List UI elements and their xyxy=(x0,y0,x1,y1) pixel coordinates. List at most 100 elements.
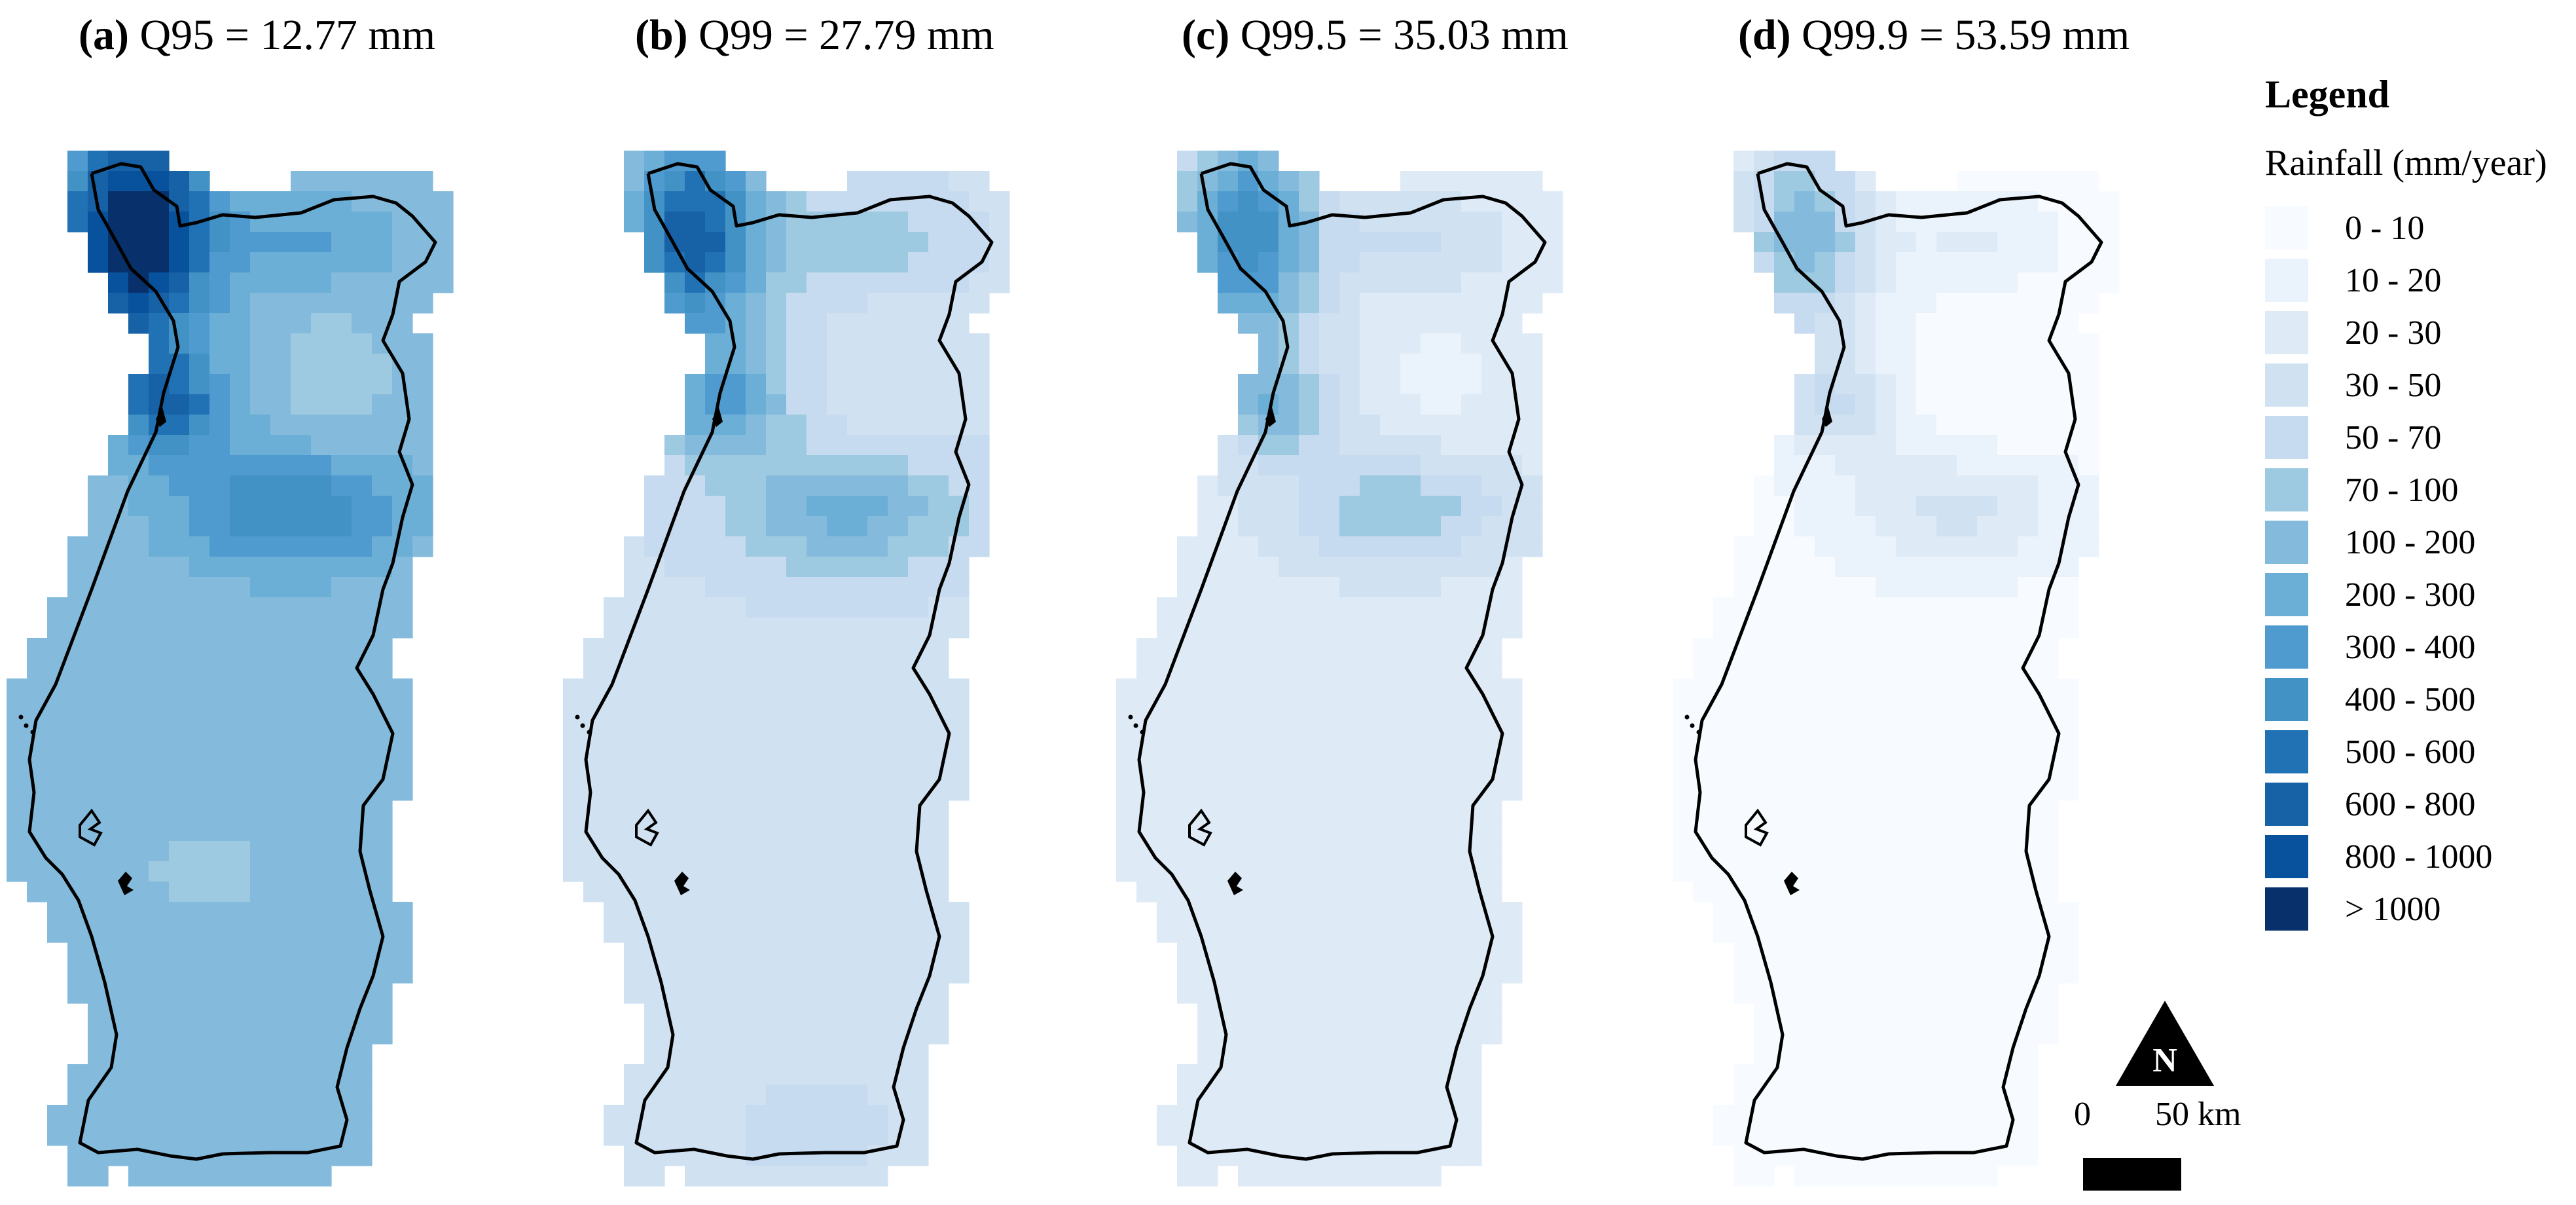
raster-cell xyxy=(1238,293,1259,314)
raster-cell xyxy=(88,1003,109,1024)
raster-cell xyxy=(1977,881,1998,902)
raster-cell xyxy=(1997,475,2018,496)
raster-cell xyxy=(746,861,767,882)
raster-cell xyxy=(1957,577,1978,598)
raster-cell xyxy=(189,536,210,557)
raster-cell xyxy=(67,719,88,740)
raster-cell xyxy=(1279,942,1299,963)
raster-cell xyxy=(1238,1024,1259,1045)
raster-cell xyxy=(1461,719,1482,740)
raster-cell xyxy=(108,902,129,923)
legend-item: 50 - 70 xyxy=(2265,411,2547,464)
raster-cell xyxy=(372,415,393,436)
raster-cell xyxy=(2058,577,2079,598)
raster-cell xyxy=(1116,699,1137,720)
raster-cell xyxy=(1815,313,1836,334)
raster-cell xyxy=(1177,1064,1198,1085)
raster-cell xyxy=(664,272,685,293)
raster-cell xyxy=(766,699,787,720)
raster-cell xyxy=(1481,374,1502,395)
raster-cell xyxy=(746,780,767,801)
raster-cell xyxy=(108,739,129,760)
raster-cell xyxy=(372,861,393,882)
raster-cell xyxy=(1876,415,1896,436)
raster-cell xyxy=(1319,1064,1340,1085)
raster-cell xyxy=(1896,1044,1917,1065)
raster-cell xyxy=(250,922,271,943)
raster-cell xyxy=(169,455,190,476)
raster-cell xyxy=(908,1064,929,1085)
raster-cell xyxy=(1733,171,1754,192)
raster-cell xyxy=(908,374,929,395)
raster-cell xyxy=(1258,881,1279,902)
raster-cell xyxy=(908,394,929,415)
raster-cell xyxy=(807,354,827,375)
raster-cell xyxy=(1339,354,1360,375)
raster-cell xyxy=(1815,1125,1836,1146)
raster-cell xyxy=(1258,902,1279,923)
raster-cell xyxy=(847,739,868,760)
estuary-outline xyxy=(1784,872,1800,895)
raster-cell xyxy=(331,800,352,821)
raster-cell xyxy=(786,618,807,639)
raster-cell xyxy=(1916,475,1937,496)
raster-cell xyxy=(209,861,230,882)
raster-cell xyxy=(291,678,312,699)
raster-cell xyxy=(1815,841,1836,862)
raster-cell xyxy=(827,638,848,659)
raster-cell xyxy=(1421,760,1442,781)
raster-cell xyxy=(169,841,190,862)
raster-cell xyxy=(2038,272,2059,293)
raster-cell xyxy=(1876,638,1896,659)
raster-cell xyxy=(604,618,625,639)
raster-cell xyxy=(291,1084,312,1105)
raster-cell xyxy=(128,841,149,862)
raster-cell xyxy=(412,354,433,375)
raster-cell xyxy=(291,272,312,293)
raster-cell xyxy=(1380,719,1401,740)
raster-cell xyxy=(1936,354,1957,375)
raster-cell xyxy=(1957,394,1978,415)
raster-cell xyxy=(1279,1044,1299,1065)
raster-cell xyxy=(1279,1084,1299,1105)
raster-cell xyxy=(1421,1044,1442,1065)
raster-cell xyxy=(250,1145,271,1166)
raster-cell xyxy=(1855,699,1876,720)
raster-cell xyxy=(1380,1166,1401,1187)
raster-cell xyxy=(1258,719,1279,740)
raster-cell xyxy=(1774,475,1795,496)
raster-cell xyxy=(1997,191,2018,212)
raster-cell xyxy=(2078,354,2099,375)
raster-cell xyxy=(867,780,888,801)
raster-cell xyxy=(2038,232,2059,253)
raster-cell xyxy=(1997,821,2018,842)
north-letter: N xyxy=(2152,1042,2177,1079)
raster-cell xyxy=(1380,699,1401,720)
raster-cell xyxy=(827,374,848,395)
raster-cell xyxy=(291,475,312,496)
island-dot xyxy=(580,723,585,728)
raster-cell xyxy=(270,597,291,618)
raster-cell xyxy=(1815,739,1836,760)
raster-cell xyxy=(88,618,109,639)
raster-cell xyxy=(1238,983,1259,1004)
raster-cell xyxy=(1997,313,2018,334)
raster-cell xyxy=(664,780,685,801)
raster-cell xyxy=(209,963,230,984)
raster-cell xyxy=(352,1105,372,1126)
raster-cell xyxy=(230,1125,251,1146)
raster-cell xyxy=(705,800,726,821)
raster-cell xyxy=(412,536,433,557)
raster-cell xyxy=(1461,536,1482,557)
raster-cell xyxy=(230,394,251,415)
raster-cell xyxy=(664,171,685,192)
raster-cell xyxy=(1815,719,1836,740)
raster-cell xyxy=(270,354,291,375)
raster-cell xyxy=(291,963,312,984)
raster-cell xyxy=(1835,963,1856,984)
raster-cell xyxy=(1794,983,1815,1004)
raster-cell xyxy=(1380,678,1401,699)
raster-cell xyxy=(209,1003,230,1024)
raster-cell xyxy=(1157,841,1178,862)
raster-cell xyxy=(1733,1125,1754,1146)
